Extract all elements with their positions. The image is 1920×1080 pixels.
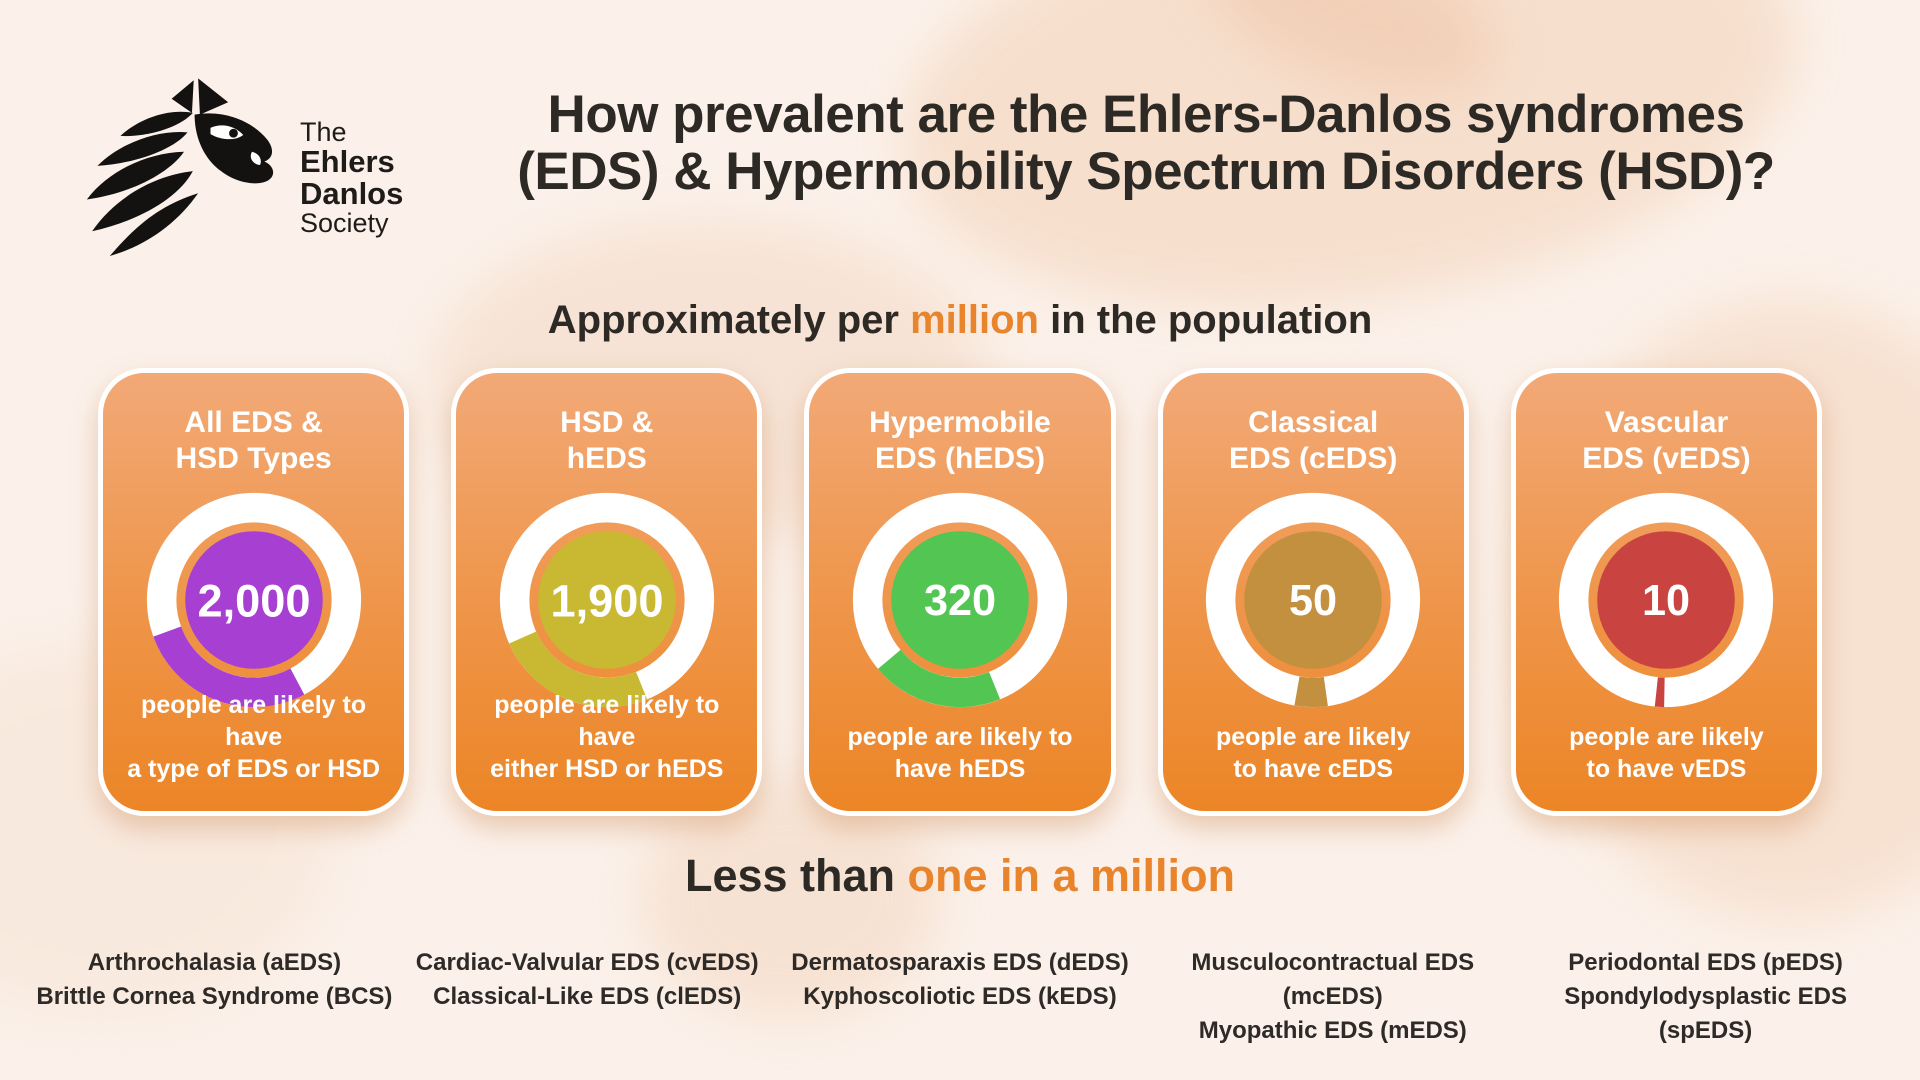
rare-heading-prefix: Less than (684, 850, 908, 901)
rare-types-heading: Less than one in a million (0, 850, 1920, 902)
prevalence-card-hsd-heds: HSD & hEDS 1,900 people are likely to ha… (451, 368, 763, 816)
donut-chart: 10 (1559, 492, 1774, 708)
card-caption-line2: have hEDS (894, 755, 1026, 783)
card-caption-line1: people are likely (1569, 723, 1764, 751)
donut-arc (508, 631, 647, 708)
rare-type-name: Brittle Cornea Syndrome (BCS) (36, 983, 393, 1010)
donut-value: 10 (1642, 577, 1690, 625)
card-caption-line1: people are likely to (847, 723, 1073, 751)
rare-type-item: Dermatosparaxis EDS (dEDS) Kyphoscolioti… (774, 946, 1147, 1048)
card-caption-line2: a type of EDS or HSD (127, 755, 381, 783)
card-title-line1: Vascular (1604, 406, 1729, 439)
rare-type-name: Myopathic EDS (mEDS) (1198, 1017, 1467, 1044)
card-title-line2: EDS (vEDS) (1582, 442, 1751, 475)
logo-line: Society (300, 207, 389, 238)
card-title: Hypermobile EDS (hEDS) (869, 405, 1051, 477)
rare-type-name: Spondylodysplastic EDS (spEDS) (1564, 983, 1847, 1044)
donut-value: 2,000 (197, 575, 310, 626)
donut-arc (152, 626, 304, 708)
card-caption-line1: people are likely to have (494, 691, 720, 751)
rare-type-name: Musculocontractual EDS (mcEDS) (1191, 949, 1475, 1010)
rare-type-item: Periodontal EDS (pEDS) Spondylodysplasti… (1519, 946, 1892, 1048)
rare-type-name: Arthrochalasia (aEDS) (87, 949, 342, 976)
rare-type-item: Cardiac-Valvular EDS (cvEDS) Classical-L… (401, 946, 774, 1048)
rare-type-name: Cardiac-Valvular EDS (cvEDS) (415, 949, 759, 976)
card-caption: people are likely to have vEDS (1526, 721, 1807, 785)
prevalence-card-hypermobile-eds: Hypermobile EDS (hEDS) 320 people are li… (804, 368, 1116, 816)
donut-center (184, 531, 323, 669)
card-title-line1: All EDS & (184, 406, 323, 439)
card-title: All EDS & HSD Types (176, 405, 332, 477)
prevalence-card-all-eds-hsd: All EDS & HSD Types 2,000 people are lik… (98, 368, 410, 816)
donut-center (1244, 531, 1382, 669)
card-caption-line1: people are likely to have (141, 691, 367, 751)
prevalence-card-classical-eds: Classical EDS (cEDS) 50 people are likel… (1157, 368, 1469, 816)
rare-heading-highlight: one in a million (907, 850, 1236, 901)
card-caption-line2: to have vEDS (1586, 755, 1747, 783)
card-title: Vascular EDS (vEDS) (1582, 405, 1750, 477)
card-caption-line2: to have cEDS (1233, 755, 1394, 783)
card-title-line2: EDS (hEDS) (874, 442, 1045, 475)
card-title-line2: EDS (cEDS) (1229, 442, 1398, 475)
card-title-line1: HSD & (560, 406, 654, 439)
donut-value: 50 (1289, 577, 1337, 625)
logo-text: The Ehlers Danlos Society (300, 93, 403, 237)
donut-center (891, 531, 1029, 669)
logo-line: Danlos (300, 176, 404, 211)
donut-arc (1294, 676, 1329, 708)
subtitle-prefix: Approximately per (547, 298, 911, 342)
donut-value: 320 (924, 577, 996, 625)
eds-society-logo: The Ehlers Danlos Society (78, 72, 403, 258)
card-caption-line2: either HSD or hEDS (490, 755, 724, 783)
subtitle: Approximately per million in the populat… (0, 298, 1920, 343)
donut-center (538, 531, 676, 669)
donut-chart: 1,900 (499, 492, 714, 708)
card-caption: people are likely to have a type of EDS … (113, 689, 394, 785)
donut-arc (877, 649, 1001, 708)
page-title-line2: (EDS) & Hypermobility Spectrum Disorders… (517, 142, 1775, 201)
rare-type-item: Arthrochalasia (aEDS) Brittle Cornea Syn… (28, 946, 401, 1048)
logo-line: Ehlers (300, 144, 395, 180)
donut-center (1597, 531, 1736, 669)
card-title: HSD & hEDS (560, 405, 653, 477)
prevalence-cards: All EDS & HSD Types 2,000 people are lik… (98, 368, 1823, 816)
card-caption-line1: people are likely (1215, 723, 1411, 751)
card-title-line2: hEDS (566, 442, 647, 475)
zebra-icon (86, 78, 274, 256)
rare-type-name: Dermatosparaxis EDS (dEDS) (791, 949, 1129, 976)
card-title-line1: Classical (1248, 406, 1379, 439)
rare-types-list: Arthrochalasia (aEDS) Brittle Cornea Syn… (28, 946, 1892, 1048)
donut-chart: 2,000 (146, 492, 361, 708)
subtitle-highlight: million (910, 298, 1039, 342)
card-caption: people are likely to have cEDS (1173, 721, 1454, 785)
world-map-backdrop-shape (640, 780, 940, 1020)
card-caption: people are likely to have hEDS (819, 721, 1100, 785)
card-caption: people are likely to have either HSD or … (466, 689, 747, 785)
rare-type-name: Periodontal EDS (pEDS) (1568, 949, 1843, 976)
prevalence-card-vascular-eds: Vascular EDS (vEDS) 10 people are likely… (1510, 368, 1823, 816)
card-title-line1: Hypermobile (869, 406, 1051, 439)
rare-type-name: Classical-Like EDS (clEDS) (433, 983, 742, 1010)
page-title: How prevalent are the Ehlers-Danlos synd… (420, 86, 1872, 200)
logo-line: The (300, 116, 347, 147)
page-title-line1: How prevalent are the Ehlers-Danlos synd… (547, 85, 1745, 144)
rare-type-name: Kyphoscoliotic EDS (kEDS) (803, 983, 1117, 1010)
donut-chart: 320 (852, 492, 1068, 708)
subtitle-suffix: in the population (1038, 298, 1373, 342)
rare-type-item: Musculocontractual EDS (mcEDS) Myopathic… (1146, 946, 1519, 1048)
card-title-line2: HSD Types (175, 442, 332, 475)
donut-chart: 50 (1206, 492, 1421, 708)
donut-value: 1,900 (550, 575, 663, 626)
card-title: Classical EDS (cEDS) (1229, 405, 1397, 477)
